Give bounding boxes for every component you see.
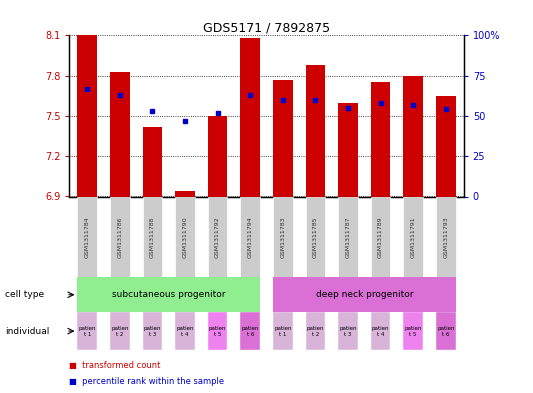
Text: patien
t 4: patien t 4: [372, 326, 389, 336]
Text: patien
t 1: patien t 1: [78, 326, 96, 336]
Bar: [305, 312, 325, 350]
Bar: [273, 196, 293, 277]
Text: cell type: cell type: [5, 290, 44, 299]
Text: ■  percentile rank within the sample: ■ percentile rank within the sample: [69, 377, 224, 386]
Bar: [240, 38, 260, 197]
Bar: [338, 196, 358, 277]
Bar: [77, 277, 260, 312]
Bar: [143, 127, 162, 196]
Bar: [403, 312, 423, 350]
Bar: [208, 196, 228, 277]
Bar: [175, 312, 195, 350]
Text: patien
t 6: patien t 6: [437, 326, 455, 336]
Bar: [305, 196, 325, 277]
Text: patien
t 2: patien t 2: [306, 326, 324, 336]
Bar: [338, 103, 358, 196]
Text: GSM1311791: GSM1311791: [411, 216, 416, 257]
Bar: [77, 312, 97, 350]
Text: GSM1311785: GSM1311785: [313, 216, 318, 257]
Title: GDS5171 / 7892875: GDS5171 / 7892875: [203, 21, 330, 34]
Text: patien
t 3: patien t 3: [144, 326, 161, 336]
Text: patien
t 6: patien t 6: [241, 326, 259, 336]
Text: patien
t 4: patien t 4: [176, 326, 194, 336]
Bar: [371, 196, 390, 277]
Text: GSM1311793: GSM1311793: [443, 216, 448, 258]
Text: GSM1311783: GSM1311783: [280, 216, 285, 257]
Text: GSM1311788: GSM1311788: [150, 216, 155, 257]
Bar: [305, 65, 325, 196]
Bar: [143, 312, 162, 350]
Bar: [208, 116, 228, 196]
Bar: [273, 80, 293, 196]
Text: GSM1311787: GSM1311787: [345, 216, 351, 257]
Bar: [175, 196, 195, 277]
Bar: [273, 312, 293, 350]
Bar: [175, 191, 195, 196]
Text: GSM1311786: GSM1311786: [117, 216, 122, 257]
Bar: [77, 35, 97, 197]
Text: subcutaneous progenitor: subcutaneous progenitor: [112, 290, 225, 299]
Bar: [371, 83, 390, 196]
Bar: [240, 312, 260, 350]
Text: GSM1311784: GSM1311784: [85, 216, 90, 257]
Bar: [403, 75, 423, 196]
Bar: [110, 196, 130, 277]
Bar: [77, 196, 97, 277]
Bar: [110, 312, 130, 350]
Text: patien
t 1: patien t 1: [274, 326, 292, 336]
Bar: [403, 196, 423, 277]
Bar: [371, 312, 390, 350]
Bar: [110, 72, 130, 196]
Text: patien
t 2: patien t 2: [111, 326, 128, 336]
Bar: [273, 277, 456, 312]
Bar: [338, 312, 358, 350]
Text: GSM1311790: GSM1311790: [182, 216, 188, 257]
Text: patien
t 5: patien t 5: [405, 326, 422, 336]
Bar: [208, 312, 228, 350]
Bar: [143, 196, 162, 277]
Text: patien
t 3: patien t 3: [339, 326, 357, 336]
Text: GSM1311792: GSM1311792: [215, 216, 220, 258]
Text: deep neck progenitor: deep neck progenitor: [316, 290, 413, 299]
Text: GSM1311794: GSM1311794: [248, 216, 253, 258]
Text: individual: individual: [5, 327, 50, 336]
Text: ■  transformed count: ■ transformed count: [69, 361, 160, 370]
Bar: [240, 196, 260, 277]
Text: GSM1311789: GSM1311789: [378, 216, 383, 257]
Bar: [436, 196, 456, 277]
Text: patien
t 5: patien t 5: [209, 326, 227, 336]
Bar: [436, 96, 456, 196]
Bar: [436, 312, 456, 350]
